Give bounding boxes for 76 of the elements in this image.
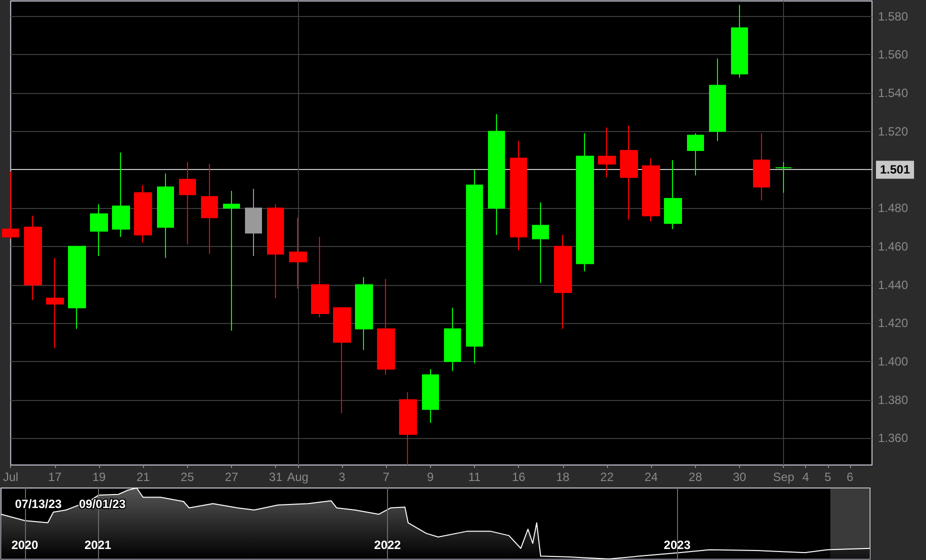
y-tick-label: 1.540	[878, 86, 908, 100]
candlestick	[488, 114, 505, 236]
x-tick-label: 7	[382, 470, 390, 484]
candlestick	[157, 173, 174, 258]
candlestick	[664, 160, 682, 230]
x-tick-label: Sep	[772, 470, 795, 484]
candlestick	[267, 204, 284, 299]
candlestick	[709, 58, 726, 142]
x-tick-label: Jul	[3, 470, 18, 484]
candlestick	[46, 257, 64, 349]
candlestick	[598, 127, 616, 178]
candlestick	[466, 169, 483, 364]
y-tick-label: 1.580	[878, 9, 908, 24]
x-tick-label: 2022	[374, 538, 402, 552]
y-tick-label: 1.420	[878, 316, 908, 330]
x-tick-label: 2023	[664, 538, 691, 552]
y-tick-label: 1.460	[878, 239, 908, 254]
candlestick	[444, 307, 461, 372]
candlestick	[24, 215, 42, 301]
x-tick-label: 18	[556, 470, 570, 484]
candlestick	[311, 236, 329, 318]
x-tick-label: 2021	[84, 538, 112, 552]
x-tick-label: 9	[426, 470, 434, 484]
candlestick	[775, 162, 792, 194]
y-tick-label: 1.440	[878, 278, 908, 292]
candlestick	[68, 246, 86, 330]
y-tick-label: 1.520	[878, 124, 908, 138]
candlestick	[554, 234, 572, 330]
candlestick	[753, 132, 770, 201]
x-tick-label: 22	[600, 470, 614, 484]
x-tick-label: 3	[338, 470, 346, 484]
x-tick-label: 16	[512, 470, 526, 484]
candlestick	[377, 278, 395, 376]
candlestick	[642, 158, 660, 222]
ref-line-label: 1.501	[880, 162, 910, 177]
x-tick-label: 24	[644, 470, 658, 484]
y-tick-label: 1.380	[878, 392, 908, 407]
candlestick	[532, 202, 549, 284]
x-tick-label: 2020	[11, 538, 38, 552]
x-tick-label: 30	[732, 470, 746, 484]
candlestick	[422, 368, 439, 424]
annotation: 07/13/23	[15, 497, 62, 511]
candlestick	[134, 184, 152, 244]
candlestick	[355, 276, 373, 350]
candlestick	[223, 190, 240, 332]
candlestick	[90, 204, 108, 257]
x-tick-label: 11	[468, 470, 482, 484]
candlestick	[112, 152, 130, 238]
candlestick	[2, 171, 19, 240]
x-tick-label: 4	[802, 470, 810, 484]
x-tick-label: 19	[92, 470, 106, 484]
x-tick-label: 5	[824, 470, 832, 484]
x-tick-label: 25	[180, 470, 194, 484]
candlestick	[179, 162, 196, 246]
x-tick-label: 6	[846, 470, 854, 484]
y-tick-label: 1.360	[878, 431, 908, 446]
annotation: 09/01/23	[79, 497, 126, 511]
y-tick-label: 1.480	[878, 201, 908, 216]
candlestick	[289, 217, 307, 290]
candlestick	[620, 125, 638, 220]
x-tick-label: 27	[224, 470, 239, 484]
y-tick-label: 1.400	[878, 354, 908, 368]
candlestick	[333, 307, 351, 414]
candlestick	[510, 140, 527, 251]
candlestick	[731, 4, 748, 78]
candlestick	[576, 132, 594, 272]
x-tick-label: 31	[269, 470, 283, 484]
candlestick	[687, 132, 704, 176]
y-tick-label: 1.560	[878, 48, 908, 62]
candlestick	[399, 392, 417, 466]
x-tick-label: 28	[688, 470, 702, 484]
x-tick-label: 21	[136, 470, 150, 484]
x-tick-label: 17	[48, 470, 62, 484]
candlestick	[245, 188, 262, 257]
x-tick-label: Aug	[287, 470, 308, 484]
candlestick	[201, 163, 218, 255]
